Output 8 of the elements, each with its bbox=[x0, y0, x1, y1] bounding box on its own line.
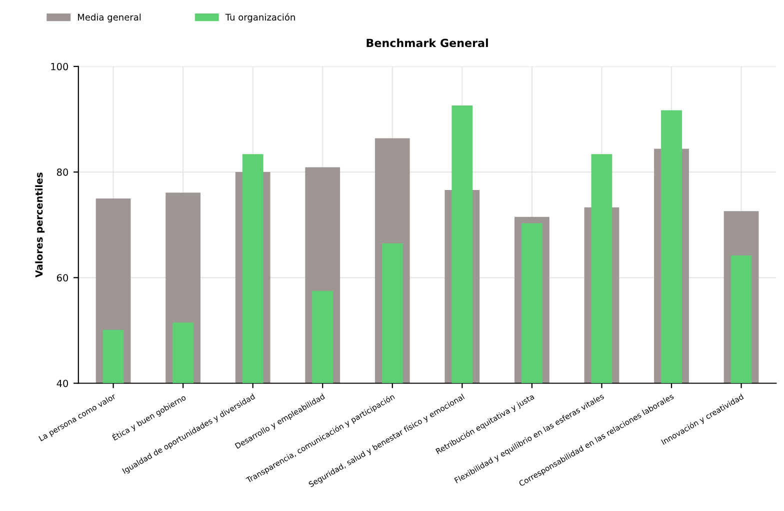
chart-title: Benchmark General bbox=[366, 38, 488, 48]
y-axis-title: Valores percentiles bbox=[35, 172, 45, 278]
legend-label: Tu organización bbox=[225, 13, 295, 22]
y-tick-label: 80 bbox=[56, 168, 68, 176]
legend-label: Media general bbox=[78, 14, 141, 22]
y-tick-label: 60 bbox=[56, 274, 68, 282]
y-tick-label: 40 bbox=[56, 380, 68, 388]
y-tick-label: 100 bbox=[51, 62, 68, 70]
